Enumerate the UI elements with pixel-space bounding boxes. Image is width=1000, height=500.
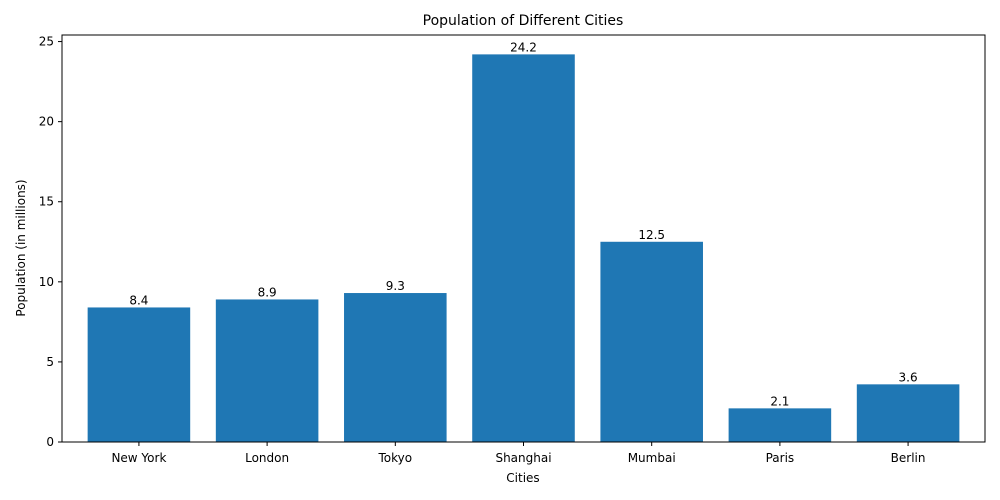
bar-berlin [856,384,960,442]
x-tick-label: Mumbai [628,451,676,465]
x-axis-label: Cities [506,471,539,485]
bar-shanghai [472,54,575,442]
x-axis-ticks: New York London Tokyo Shanghai Mumbai Paris Be… [111,442,925,465]
data-labels-group: 8.4 8.9 9.3 24.2 12.5 2.1 3.6 [129,40,917,408]
data-label-mumbai: 12.5 [638,228,665,242]
data-label-paris: 2.1 [770,394,789,408]
x-tick-label: Paris [766,451,795,465]
bar-new-york [87,307,191,442]
data-label-london: 8.9 [258,285,277,299]
x-tick-label: Shanghai [495,451,551,465]
y-tick-label: 20 [39,115,54,129]
y-tick-label: 5 [46,355,54,369]
y-tick-label: 25 [39,35,54,49]
y-axis-label: Population (in millions) [14,179,28,316]
x-tick-label: Tokyo [378,451,413,465]
data-label-tokyo: 9.3 [386,279,405,293]
x-tick-label: London [245,451,289,465]
bar-london [215,299,319,442]
data-label-shanghai: 24.2 [510,40,537,54]
y-tick-label: 0 [46,435,54,449]
x-tick-label: New York [111,451,166,465]
plot-frame [61,34,986,443]
chart-title: Population of Different Cities [423,13,624,29]
data-label-berlin: 3.6 [899,370,918,384]
y-tick-label: 15 [39,195,54,209]
bars-group [87,54,960,442]
bar-tokyo [344,293,447,442]
data-label-new-york: 8.4 [129,293,148,307]
y-tick-label: 10 [39,275,54,289]
y-axis-ticks: 0 5 10 15 20 25 [39,35,62,449]
bar-mumbai [600,241,703,442]
bar-paris [728,408,832,442]
x-tick-label: Berlin [891,451,926,465]
